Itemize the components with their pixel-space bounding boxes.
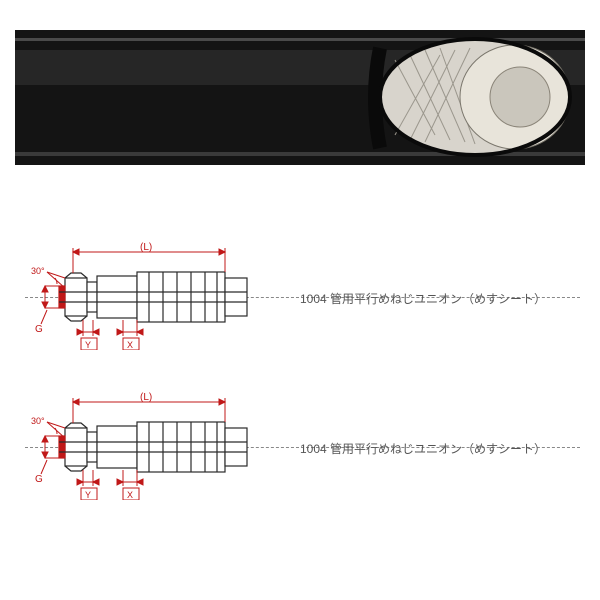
fitting-drawing-1: 30° (L) G	[25, 240, 295, 350]
dim-Y-label: Y	[85, 490, 91, 500]
dim-G-label: G	[35, 324, 43, 335]
fitting-diagram-2: 30° (L) G	[15, 390, 585, 500]
dim-L-label: (L)	[140, 392, 152, 403]
dim-Y-label: Y	[85, 340, 91, 350]
fitting-drawing-2: 30° (L) G	[25, 390, 295, 500]
dim-X-label: X	[127, 340, 133, 350]
fitting-label-1: 1004 管用平行めねじユニオン（めすシート）	[300, 290, 546, 307]
dim-X-label: X	[127, 490, 133, 500]
hose-cross-section	[15, 30, 585, 165]
dim-L-label: (L)	[140, 242, 152, 253]
fitting-label-2: 1004 管用平行めねじユニオン（めすシート）	[300, 440, 546, 457]
figure-canvas: 30° (L) G	[15, 15, 585, 585]
dim-angle-label: 30°	[31, 416, 45, 426]
dim-angle-label: 30°	[31, 266, 45, 276]
hose-svg	[15, 30, 585, 165]
dim-G-label: G	[35, 474, 43, 485]
fitting-diagram-1: 30° (L) G	[15, 240, 585, 350]
